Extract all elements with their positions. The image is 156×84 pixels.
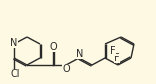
Text: O: O <box>49 42 57 52</box>
Text: N: N <box>10 38 18 48</box>
Text: O: O <box>62 64 70 74</box>
Text: N: N <box>76 49 84 59</box>
Text: F: F <box>114 53 120 63</box>
Text: F: F <box>110 46 116 56</box>
Text: Cl: Cl <box>10 69 20 79</box>
